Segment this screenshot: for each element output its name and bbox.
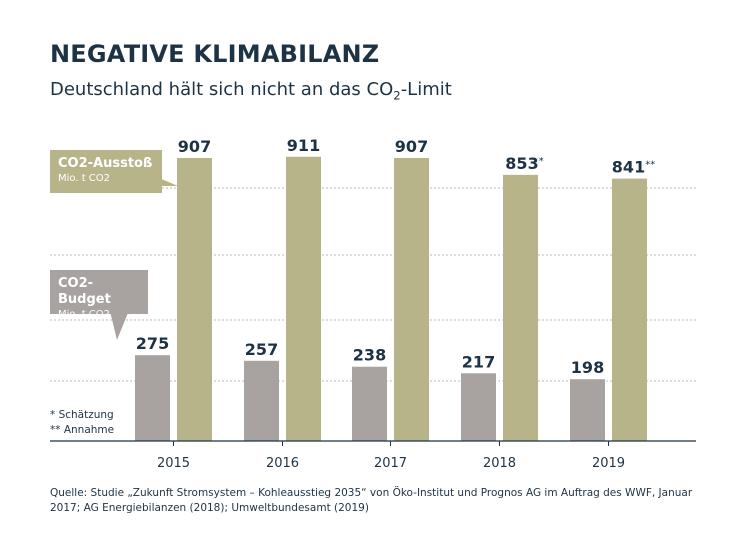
bar-emission-2016 [286, 156, 321, 441]
bar-emission-2019 [612, 178, 647, 441]
legend-co2-emission-title: CO2-Ausstoß [58, 156, 153, 171]
x-tick-label-2016: 2016 [266, 456, 299, 471]
legend-co2-emission: CO2-Ausstoß Mio. t CO2 [50, 150, 162, 193]
bar-budget-2019 [570, 379, 605, 441]
label-emission-2016: 911 [287, 136, 320, 155]
bar-budget-2017 [352, 366, 387, 441]
chart-subtitle: Deutschland hält sich nicht an das CO2-L… [50, 79, 452, 103]
footnote-assumption: ** Annahme [50, 424, 115, 436]
label-emission-2017: 907 [395, 137, 428, 156]
bar-emission-2018 [503, 174, 538, 442]
label-budget-2016: 257 [245, 340, 278, 359]
x-axis: 2015 2016 2017 2018 2019 [50, 440, 696, 471]
value-labels: 275 907 257 911 238 907 217 853* 198 841** [136, 136, 655, 377]
label-budget-2018: 217 [462, 352, 495, 371]
label-budget-2015: 275 [136, 334, 169, 353]
bar-budget-2018 [461, 373, 496, 441]
label-emission-2018: 853* [505, 154, 543, 173]
legend-co2-emission-unit: Mio. t CO2 [58, 173, 111, 184]
x-tick-label-2017: 2017 [374, 456, 407, 471]
x-tick-label-2015: 2015 [157, 456, 190, 471]
chart-title: NEGATIVE KLIMABILANZ [50, 40, 380, 68]
bar-budget-2015 [135, 355, 170, 441]
bar-emission-2017 [394, 158, 429, 441]
footnotes: * Schätzung ** Annahme [50, 408, 114, 438]
footnote-estimate: * Schätzung [50, 409, 114, 421]
source-note: Quelle: Studie „Zukunft Stromsystem – Ko… [50, 487, 693, 514]
legend-co2-budget-unit: Mio. t CO2 [58, 309, 111, 320]
label-budget-2019: 198 [571, 358, 604, 377]
legend-co2-budget-title: CO2-Budget [58, 276, 111, 307]
x-tick-label-2018: 2018 [483, 456, 516, 471]
legend-co2-budget: CO2-Budget Mio. t CO2 [50, 270, 148, 320]
x-tick-label-2019: 2019 [592, 456, 625, 471]
bar-budget-2016 [244, 360, 279, 441]
label-emission-2019: 841** [612, 158, 655, 177]
label-emission-2015: 907 [178, 137, 211, 156]
bar-emission-2015 [177, 158, 212, 441]
label-budget-2017: 238 [353, 346, 386, 365]
bars [135, 156, 647, 442]
